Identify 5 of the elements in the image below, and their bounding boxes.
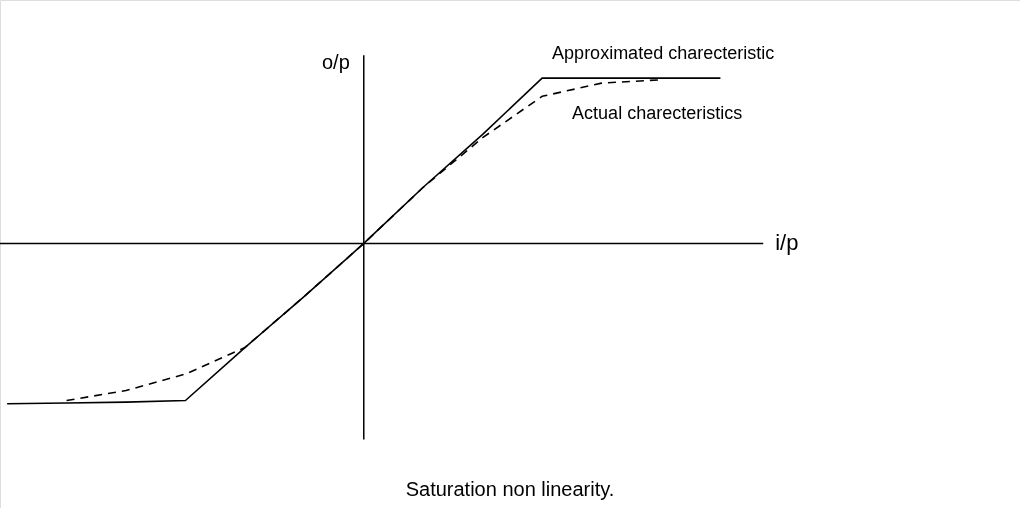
x-axis-title: i/p [775,230,799,256]
series-label: Actual charecteristics [572,103,743,124]
text: Saturation non linearity. [405,478,615,500]
y-axis-title: o/p [321,51,350,74]
series-label: Approximated charecteristic [552,43,775,64]
